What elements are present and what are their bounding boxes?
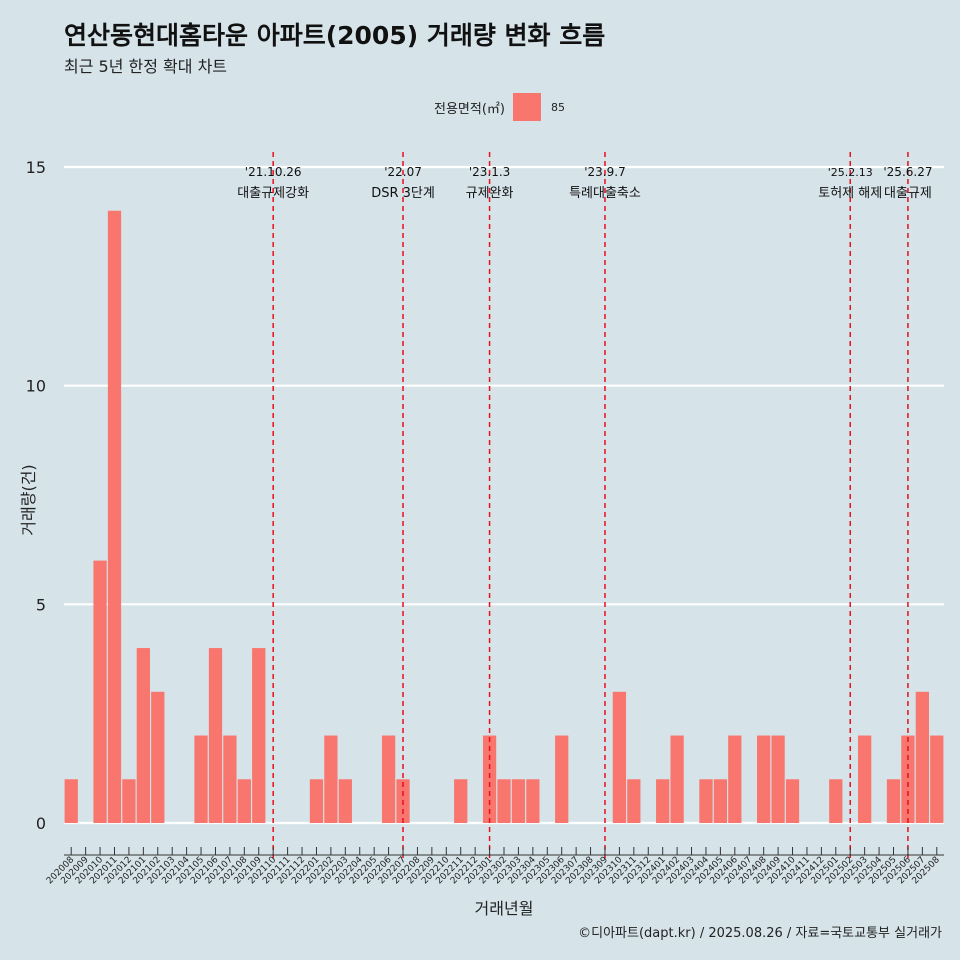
- event-date-label: '22.07: [384, 165, 422, 179]
- event-date-label: '23.1.3: [469, 165, 510, 179]
- bar: [107, 210, 122, 823]
- bar: [670, 735, 684, 823]
- bar: [151, 691, 165, 823]
- event-date-label: '23.9.7: [584, 165, 625, 179]
- event-name-label: 토허제 해제: [818, 186, 882, 201]
- bar: [728, 735, 742, 823]
- bar: [858, 735, 872, 823]
- legend-title: 전용면적(㎡): [434, 101, 505, 117]
- event-date-label: '25.6.27: [883, 165, 932, 179]
- legend-color-key: [512, 93, 541, 121]
- event-name-label: DSR 3단계: [371, 186, 435, 201]
- bar: [656, 779, 670, 823]
- bar: [252, 648, 266, 823]
- y-axis-label: 거래량(건): [19, 464, 38, 535]
- chart-subtitle: 최근 5년 한정 확대 차트: [64, 57, 228, 76]
- x-axis-label: 거래년월: [475, 899, 534, 918]
- bar: [901, 735, 915, 823]
- chart-title: 연산동현대홈타운 아파트(2005) 거래량 변화 흐름: [64, 21, 606, 50]
- bar: [93, 560, 107, 823]
- bar: [381, 735, 396, 823]
- y-tick-label: 10: [26, 377, 46, 396]
- bar: [338, 779, 352, 823]
- bar: [915, 691, 929, 823]
- bar: [612, 691, 627, 823]
- bar: [785, 779, 800, 823]
- bar: [555, 735, 569, 823]
- event-date-label: '25.2.13: [828, 166, 873, 179]
- bar: [511, 779, 526, 823]
- event-name-label: 대출규제강화: [237, 186, 309, 201]
- bar: [526, 779, 540, 823]
- bar: [237, 779, 251, 823]
- event-name-label: 대출규제: [884, 186, 932, 201]
- bar: [829, 779, 843, 823]
- bar: [324, 735, 338, 823]
- event-layer: '21.10.26 대출규제강화 '22.07 DSR 3단계 '23.1.3 규제완화 '…: [237, 152, 932, 858]
- bar: [64, 779, 78, 823]
- bar: [223, 735, 237, 823]
- event-date-label: '21.10.26: [245, 165, 302, 179]
- bar: [627, 779, 641, 823]
- bar: [699, 779, 713, 823]
- legend-label: 85: [550, 100, 565, 114]
- bar: [136, 648, 150, 823]
- y-tick-label: 15: [26, 158, 46, 177]
- legend: 전용면적(㎡) 85: [434, 93, 565, 121]
- event-name-label: 규제완화: [466, 186, 514, 201]
- bar: [886, 779, 901, 823]
- y-tick-label: 5: [36, 595, 46, 614]
- bar: [757, 735, 771, 823]
- bar-layer: [64, 210, 944, 823]
- bar: [208, 648, 223, 823]
- bar: [713, 779, 728, 823]
- y-tick-label: 0: [36, 814, 46, 833]
- bar: [122, 779, 136, 823]
- chart-caption: ©디아파트(dapt.kr) / 2025.08.26 / 자료=국토교통부 실…: [578, 926, 942, 941]
- event-name-label: 특례대출축소: [569, 186, 641, 201]
- axis-layer: 2020082020092020102020112020122021012021…: [45, 847, 944, 886]
- bar: [930, 735, 944, 823]
- bar: [497, 779, 511, 823]
- bar: [194, 735, 208, 823]
- bar: [482, 735, 497, 823]
- bar: [771, 735, 785, 823]
- bar: [309, 779, 324, 823]
- bar: [454, 779, 468, 823]
